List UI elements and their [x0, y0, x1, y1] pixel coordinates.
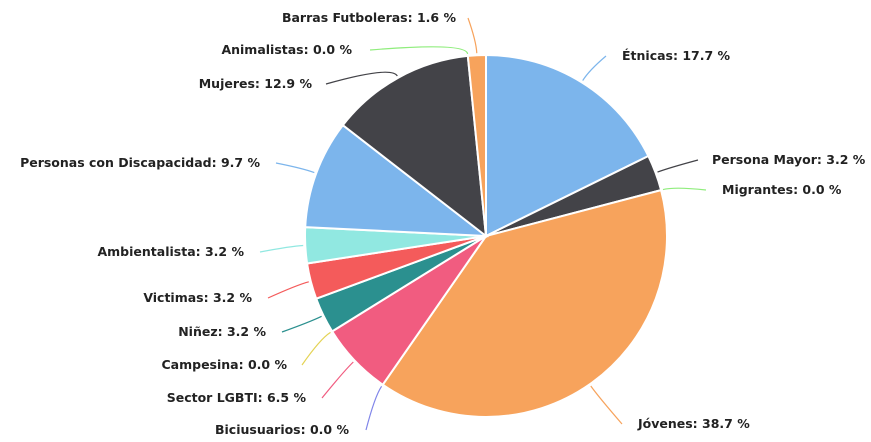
connector-biciusuarios [365, 385, 383, 431]
connectors-layer [259, 17, 707, 431]
pie-slice-personas-con-discapacidad[interactable] [304, 123, 490, 238]
connector-migrantes [662, 187, 707, 191]
connector-sector-lgbti [321, 361, 354, 399]
connector-victimas [267, 281, 309, 299]
data-label-biciusuarios: Biciusuarios: 0.0 % [215, 422, 350, 437]
data-label-migrantes: Migrantes: 0.0 % [722, 182, 842, 197]
data-label-sector-lgbti: Sector LGBTI: 6.5 % [167, 390, 307, 405]
data-label-jovenes: Jóvenes: 38.7 % [637, 416, 750, 431]
data-label-victimas: Victimas: 3.2 % [143, 290, 252, 305]
data-label-barras-futboleras: Barras Futboleras: 1.6 % [282, 10, 456, 25]
data-label-persona-mayor: Persona Mayor: 3.2 % [712, 152, 866, 167]
connector-ambientalista [259, 244, 304, 253]
slices-layer [303, 53, 668, 418]
data-label-campesina: Campesina: 0.0 % [162, 357, 288, 372]
pie-slice-jovenes[interactable] [381, 188, 668, 418]
data-label-personas-con-discapacidad: Personas con Discapacidad: 9.7 % [20, 155, 260, 170]
connector-mujeres [325, 71, 398, 85]
connector-barras-futboleras [467, 17, 478, 54]
data-label-etnicas: Étnicas: 17.7 % [622, 48, 731, 63]
pie-slice-barras-futboleras[interactable] [466, 53, 487, 237]
data-label-ambientalista: Ambientalista: 3.2 % [97, 244, 244, 259]
connector-animalistas [369, 46, 469, 55]
labels-layer: Étnicas: 17.7 % Persona Mayor: 3.2 % Migra… [20, 10, 866, 437]
connector-ninez [281, 315, 322, 333]
connector-jovenes [590, 385, 623, 425]
pie-slice-etnicas[interactable] [485, 53, 650, 238]
connector-persona-mayor [657, 159, 699, 173]
connector-personas-con-discapacidad [275, 162, 315, 174]
data-label-animalistas: Animalistas: 0.0 % [221, 42, 352, 57]
pie-slice-mujeres[interactable] [341, 54, 488, 239]
connector-campesina [301, 331, 331, 366]
data-label-ninez: Niñez: 3.2 % [178, 324, 266, 339]
data-label-mujeres: Mujeres: 12.9 % [199, 76, 313, 91]
connector-etnicas [582, 55, 607, 81]
